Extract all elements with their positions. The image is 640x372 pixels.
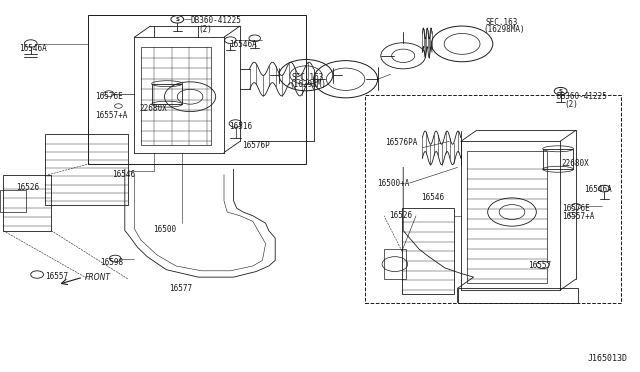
- Bar: [152, 84, 182, 104]
- Text: 16598: 16598: [100, 258, 123, 267]
- Text: 16500+A: 16500+A: [378, 179, 410, 187]
- Circle shape: [249, 35, 260, 42]
- Text: (2): (2): [198, 25, 212, 33]
- Bar: [365, 95, 621, 303]
- Text: FRONT: FRONT: [84, 273, 111, 282]
- Text: 16546A: 16546A: [229, 40, 257, 49]
- Circle shape: [598, 185, 610, 192]
- Bar: [402, 208, 454, 294]
- Text: 16546A: 16546A: [584, 185, 611, 194]
- Bar: [3, 175, 51, 231]
- Bar: [384, 249, 406, 279]
- Text: 16576P: 16576P: [242, 141, 269, 150]
- Text: SEC.163: SEC.163: [292, 73, 324, 82]
- Bar: [0, 190, 26, 212]
- Text: 16546A: 16546A: [19, 44, 47, 53]
- Text: 16576E: 16576E: [95, 92, 122, 101]
- Text: 16546: 16546: [421, 193, 444, 202]
- Circle shape: [109, 255, 121, 262]
- Bar: [543, 149, 573, 169]
- Text: SEC.163: SEC.163: [485, 18, 518, 27]
- Text: 16526: 16526: [389, 211, 412, 220]
- Text: DB360-41225: DB360-41225: [557, 92, 607, 101]
- Bar: [45, 134, 128, 205]
- Circle shape: [554, 87, 567, 95]
- Text: 16526: 16526: [16, 183, 39, 192]
- Bar: [88, 15, 306, 164]
- Text: (16298M): (16298M): [289, 80, 326, 89]
- Text: (2): (2): [564, 100, 579, 109]
- Text: 22680X: 22680X: [562, 159, 589, 168]
- Circle shape: [225, 37, 236, 44]
- Circle shape: [31, 271, 44, 278]
- Circle shape: [171, 16, 184, 23]
- Text: 16577: 16577: [170, 284, 193, 293]
- Text: 16500: 16500: [154, 225, 177, 234]
- Text: 22680X: 22680X: [140, 104, 167, 113]
- Text: 16557+A: 16557+A: [95, 111, 127, 120]
- Text: S: S: [175, 17, 179, 22]
- Bar: [141, 46, 211, 145]
- Text: 16546: 16546: [112, 170, 135, 179]
- Circle shape: [229, 120, 242, 127]
- Text: 16557: 16557: [45, 272, 68, 280]
- Text: 16557+A: 16557+A: [562, 212, 595, 221]
- Text: 16557: 16557: [528, 262, 551, 270]
- Text: (16298MA): (16298MA): [483, 25, 525, 34]
- Text: 16516: 16516: [229, 122, 252, 131]
- Text: J165013D: J165013D: [588, 354, 627, 363]
- Text: DB360-41225: DB360-41225: [191, 16, 241, 25]
- Bar: [458, 288, 578, 303]
- Text: S: S: [559, 89, 563, 94]
- Text: 16576PA: 16576PA: [385, 138, 418, 147]
- Circle shape: [24, 40, 37, 47]
- Text: 16576E: 16576E: [562, 204, 589, 213]
- Circle shape: [536, 261, 549, 269]
- Bar: [467, 151, 547, 283]
